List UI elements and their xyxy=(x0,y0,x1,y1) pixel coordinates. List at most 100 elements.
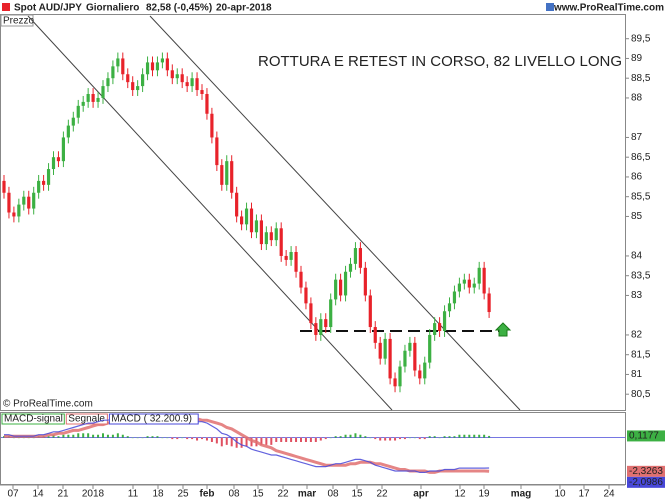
y-tick-label: 89,5 xyxy=(631,33,651,44)
y-tick-label: 86,5 xyxy=(631,152,651,163)
macd-histogram-bar xyxy=(324,437,327,440)
y-tick-label: 84 xyxy=(631,251,643,262)
last-value-label: -2,3263 xyxy=(629,466,663,477)
legend-box xyxy=(108,413,199,425)
candle-body xyxy=(299,271,303,288)
x-tick-label: 07 xyxy=(7,489,19,500)
y-tick-label: 85 xyxy=(631,211,643,222)
candle-body xyxy=(447,303,452,312)
candle-body xyxy=(106,78,110,87)
candle-body xyxy=(175,74,179,79)
period: Giornaliero xyxy=(86,3,139,14)
last-value-label: -2,0986 xyxy=(629,477,663,488)
candle-body xyxy=(215,137,219,166)
candle-body xyxy=(136,86,140,91)
candle-body xyxy=(42,180,46,185)
y-tick-label: 81 xyxy=(631,369,643,380)
candle-body xyxy=(284,255,288,260)
candle-body xyxy=(294,252,298,272)
x-tick-label: 12 xyxy=(454,489,466,500)
candle-body xyxy=(259,220,263,245)
candle-body xyxy=(170,70,174,79)
y-tick-label: 87 xyxy=(631,132,643,143)
macd-histogram-bar xyxy=(235,437,238,448)
macd-histogram-bar xyxy=(458,434,461,438)
macd-histogram-bar xyxy=(319,437,322,441)
macd-histogram-bar xyxy=(47,436,50,438)
macd-histogram-bar xyxy=(359,434,362,438)
x-tick-label: 24 xyxy=(603,489,615,500)
candle-body xyxy=(61,137,65,162)
macd-histogram-bar xyxy=(260,437,263,445)
candle-body xyxy=(111,66,115,79)
macd-histogram-bar xyxy=(334,436,337,438)
candle-body xyxy=(428,334,432,363)
candle-body xyxy=(348,263,353,272)
candle-body xyxy=(155,62,160,71)
candle-body xyxy=(71,117,75,126)
candle-body xyxy=(76,105,80,118)
macd-histogram-bar xyxy=(270,437,273,445)
y-tick-label: 85,5 xyxy=(631,191,651,202)
macd-histogram-bar xyxy=(102,433,104,438)
macd-histogram-bar xyxy=(384,437,387,441)
candle-body xyxy=(2,180,6,193)
site: www.ProRealTime.com xyxy=(553,3,664,14)
candle-body xyxy=(225,161,229,185)
candle-body xyxy=(343,271,348,296)
macd-histogram-bar xyxy=(210,437,213,442)
header-icon xyxy=(2,3,10,11)
candle-body xyxy=(240,216,244,225)
legend-label: Segnale xyxy=(68,414,105,425)
candle-body xyxy=(433,323,437,335)
y-tick-label: 80,5 xyxy=(631,389,651,400)
price-panel xyxy=(0,14,626,411)
candle-body xyxy=(452,291,457,304)
panel-label: Prezzo xyxy=(3,16,35,27)
macd-histogram-bar xyxy=(215,437,218,444)
macd-histogram-bar xyxy=(245,437,248,447)
x-tick-label: 18 xyxy=(152,489,164,500)
x-tick-label: mag xyxy=(511,489,532,500)
candle-body xyxy=(81,101,85,106)
candle-body xyxy=(462,279,466,284)
candle-body xyxy=(353,248,358,264)
x-tick-label: 2018 xyxy=(82,489,105,500)
macd-histogram-bar xyxy=(240,437,243,448)
macd-histogram-bar xyxy=(230,437,233,447)
macd-histogram-bar xyxy=(97,434,100,438)
candle-body xyxy=(442,311,447,331)
macd-histogram-bar xyxy=(12,437,15,439)
x-tick-label: 15 xyxy=(351,489,363,500)
macd-histogram-bar xyxy=(27,437,30,439)
macd-histogram-bar xyxy=(171,437,174,440)
last-value-box xyxy=(627,476,665,488)
candle-body xyxy=(145,62,150,75)
x-tick-label: 08 xyxy=(228,489,240,500)
candle-body xyxy=(482,267,486,294)
macd-histogram-bar xyxy=(265,437,268,445)
last-value-box xyxy=(627,465,665,477)
macd-histogram-bar xyxy=(136,437,139,439)
candle-body xyxy=(46,169,51,185)
candle-body xyxy=(413,342,417,371)
candle-body xyxy=(329,299,333,328)
x-tick-label: 14 xyxy=(32,489,44,500)
date: 20-apr-2018 xyxy=(216,3,272,14)
candle-body xyxy=(91,94,95,102)
macd-histogram-bar xyxy=(374,437,377,440)
candle-body xyxy=(388,338,392,379)
annotation: ROTTURA E RETEST IN CORSO, 82 LIVELLO LO… xyxy=(258,53,622,70)
macd-histogram-bar xyxy=(121,434,124,438)
macd-histogram-bar xyxy=(72,434,75,438)
macd-histogram-bar xyxy=(285,437,288,442)
candle-body xyxy=(249,208,254,233)
macd-histogram-bar xyxy=(329,437,332,439)
x-tick-label: 10 xyxy=(554,489,566,500)
last-value-label: 0,1177 xyxy=(629,431,659,442)
macd-histogram-bar xyxy=(161,437,164,439)
macd-histogram-bar xyxy=(468,434,471,438)
macd-histogram-bar xyxy=(344,434,347,438)
macd-histogram-bar xyxy=(225,437,228,445)
macd-histogram-bar xyxy=(488,435,491,438)
